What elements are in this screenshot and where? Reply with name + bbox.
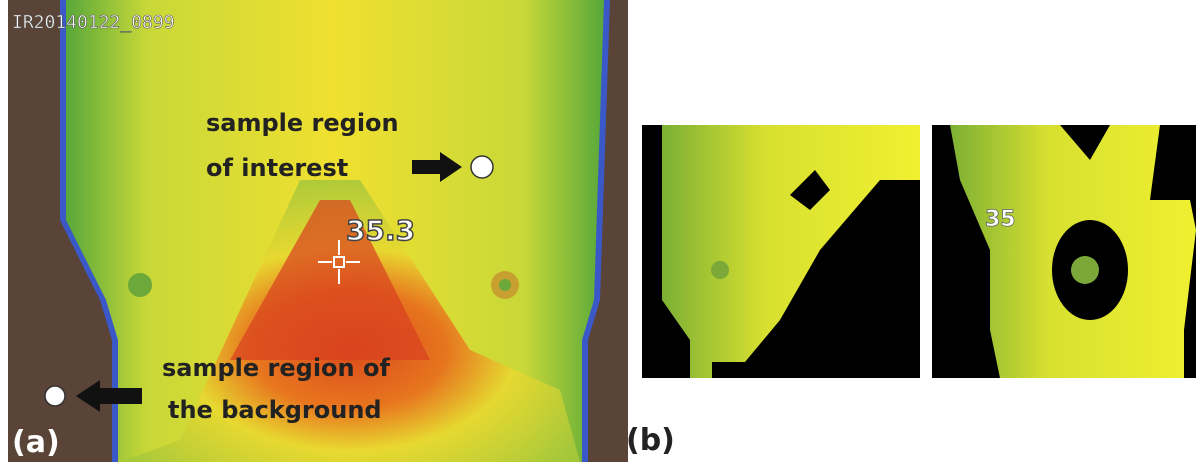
- overlay-text: 35: [985, 207, 1016, 232]
- caption-a: (a): [12, 425, 60, 460]
- background-label: the background: [168, 396, 382, 424]
- caption-b: (b): [626, 423, 675, 458]
- filename: IR20140122_0899: [12, 12, 175, 33]
- arrow: [76, 380, 142, 412]
- segmented-image-1: [642, 125, 920, 378]
- roi-label: sample region: [206, 109, 399, 137]
- arrow: [412, 152, 462, 182]
- roi-label: of interest: [206, 154, 348, 182]
- background-label: sample region of: [162, 354, 390, 382]
- background-marker: [44, 385, 66, 407]
- temperature: 35.3: [346, 214, 415, 247]
- roi-marker: [470, 155, 494, 179]
- thermal-image-a: [8, 0, 628, 462]
- segmented-image-2: [932, 125, 1196, 378]
- crosshair: [318, 240, 360, 284]
